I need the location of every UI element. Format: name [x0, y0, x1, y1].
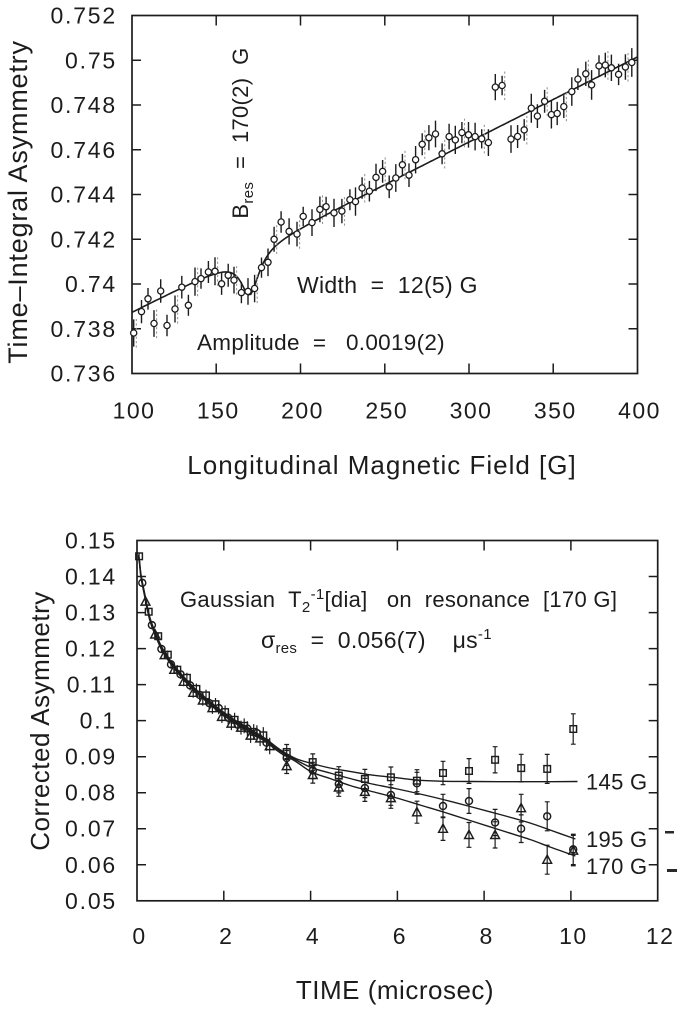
svg-text:350: 350	[534, 398, 577, 424]
svg-text:TIME (microsec): TIME (microsec)	[296, 975, 494, 1005]
svg-text:8: 8	[479, 923, 493, 949]
svg-text:400: 400	[618, 398, 661, 424]
svg-text:0.06: 0.06	[65, 852, 117, 878]
svg-text:4: 4	[306, 923, 320, 949]
svg-text:195 G: 195 G	[586, 827, 647, 852]
svg-text:0.09: 0.09	[65, 744, 117, 770]
svg-text:12: 12	[646, 923, 675, 949]
svg-text:0.752: 0.752	[50, 3, 117, 29]
svg-text:10: 10	[559, 923, 588, 949]
svg-text:250: 250	[365, 398, 408, 424]
svg-text:300: 300	[450, 398, 493, 424]
svg-text:0.746: 0.746	[50, 137, 117, 163]
svg-text:170 G: 170 G	[586, 854, 647, 879]
svg-text:2: 2	[219, 923, 233, 949]
svg-text:145 G: 145 G	[586, 770, 647, 795]
svg-text:0.15: 0.15	[65, 528, 117, 554]
svg-text:Longitudinal Magnetic Field [G: Longitudinal Magnetic Field [G]	[187, 450, 576, 480]
svg-text:0.736: 0.736	[50, 361, 117, 387]
svg-text:0.75: 0.75	[65, 47, 117, 73]
svg-text:Corrected Asymmetry: Corrected Asymmetry	[25, 591, 55, 850]
svg-text:0.14: 0.14	[65, 564, 117, 590]
svg-text:6: 6	[393, 923, 407, 949]
svg-text:0.742: 0.742	[50, 226, 117, 252]
svg-text:0.74: 0.74	[65, 271, 117, 297]
svg-text:100: 100	[113, 398, 156, 424]
svg-text:Time–Integral Asymmetry: Time–Integral Asymmetry	[3, 40, 33, 363]
svg-text:0.11: 0.11	[67, 672, 117, 698]
svg-text:Width = 12(5) G: Width = 12(5) G	[297, 272, 478, 298]
svg-text:0.738: 0.738	[50, 316, 117, 342]
svg-text:0.05: 0.05	[65, 888, 117, 914]
svg-text:0.1: 0.1	[80, 708, 117, 734]
svg-text:0.744: 0.744	[50, 182, 117, 208]
svg-text:0.12: 0.12	[65, 636, 117, 662]
svg-text:0.08: 0.08	[65, 780, 117, 806]
svg-text:0.748: 0.748	[50, 92, 117, 118]
svg-text:200: 200	[281, 398, 324, 424]
svg-text:150: 150	[197, 398, 240, 424]
svg-text:σres = 0.056(7) μs-1: σres = 0.056(7) μs-1	[261, 626, 492, 657]
svg-text:0: 0	[132, 923, 146, 949]
svg-text:0.07: 0.07	[65, 816, 117, 842]
svg-text:Gaussian T2-1[dia] on reso: Gaussian T2-1[dia] on resonance [170 G]	[180, 586, 617, 616]
svg-text:Bres = 170(2) G: Bres = 170(2) G	[228, 47, 257, 218]
svg-text:0.13: 0.13	[65, 600, 117, 626]
svg-text:Amplitude = 0.0019(2): Amplitude = 0.0019(2)	[197, 330, 445, 355]
